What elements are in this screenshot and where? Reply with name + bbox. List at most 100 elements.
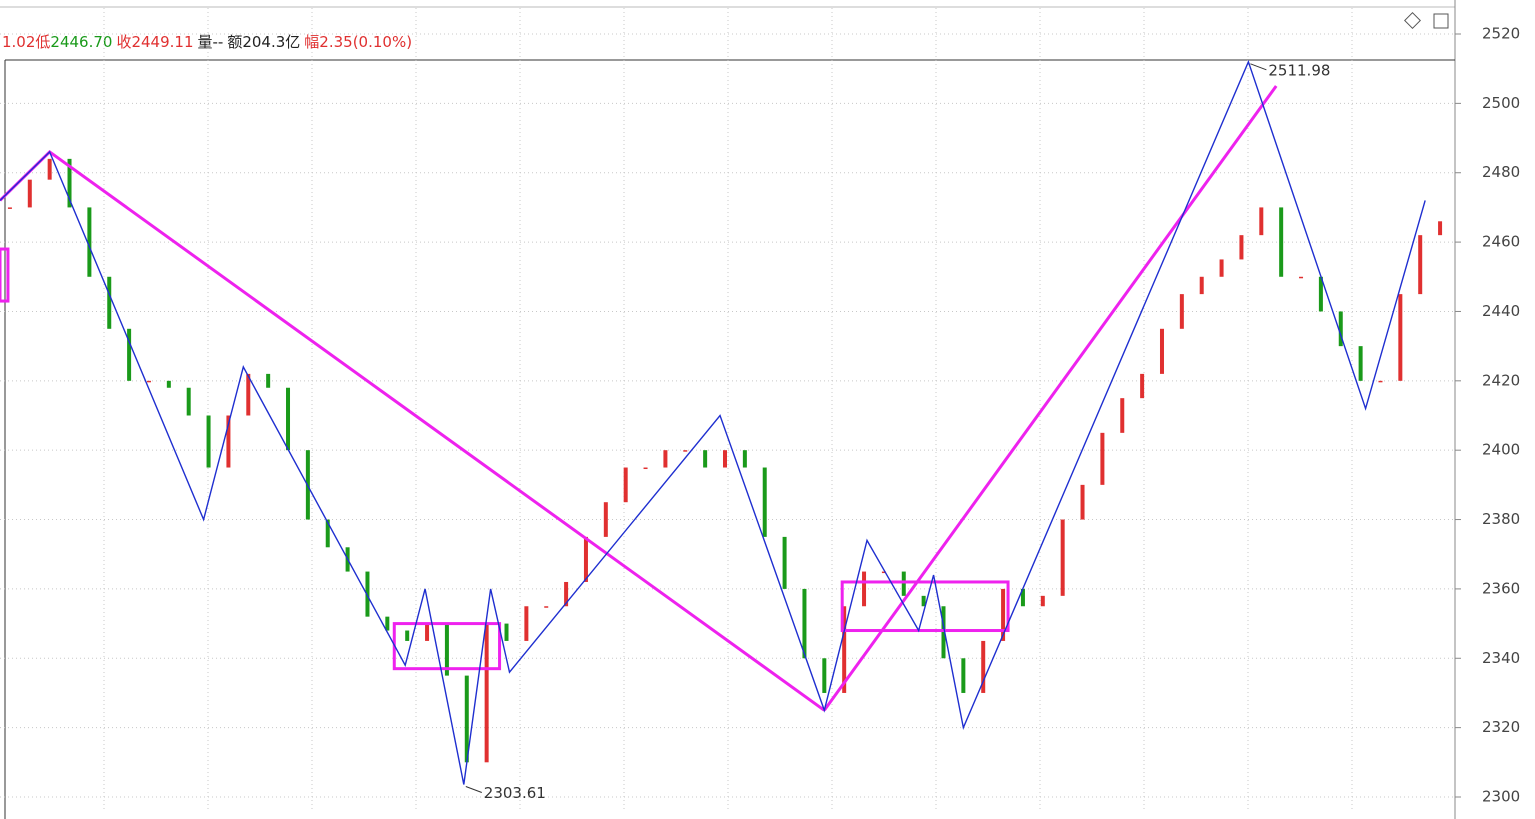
candle — [484, 623, 489, 763]
candle — [723, 450, 727, 468]
candle — [47, 158, 52, 180]
candle — [742, 450, 747, 468]
candle — [1398, 294, 1403, 381]
candle — [146, 380, 151, 383]
trend-line — [823, 85, 1278, 712]
candle — [782, 536, 787, 589]
candle — [206, 415, 211, 468]
candle — [1120, 398, 1125, 433]
candle — [186, 387, 191, 416]
header-part: 量-- — [198, 33, 224, 51]
y-tick-label: 2380 — [1482, 510, 1520, 528]
candle — [822, 658, 827, 693]
candle — [7, 207, 12, 209]
candle — [1001, 588, 1006, 641]
candle — [862, 571, 867, 607]
y-tick-label: 2320 — [1482, 718, 1520, 736]
candle — [266, 373, 271, 388]
header-part: 2446.70 — [50, 33, 112, 51]
header-part: 2449.11 — [131, 33, 193, 51]
header-part: 幅 — [304, 33, 319, 51]
candle — [921, 595, 926, 607]
quote-header: 1.02低2446.70 收2449.11 量-- 额204.3亿 幅2.35(0.10… — [2, 33, 412, 51]
candle — [544, 606, 549, 608]
zigzag-line — [0, 59, 1426, 785]
candle — [802, 588, 807, 659]
y-tick-label: 2300 — [1482, 787, 1520, 805]
candle — [1219, 259, 1224, 277]
candle — [1358, 346, 1363, 381]
candle — [683, 450, 688, 452]
candle — [405, 630, 410, 641]
candle — [961, 658, 966, 693]
candle — [107, 276, 112, 329]
draw-tool-icon[interactable] — [1404, 12, 1421, 29]
candle — [1418, 235, 1423, 295]
candle — [703, 450, 708, 468]
candle — [385, 616, 390, 631]
y-tick-label: 2400 — [1482, 441, 1520, 459]
annotation-arrow — [465, 786, 482, 793]
candle — [1140, 373, 1145, 399]
annotation-arrow — [1250, 63, 1267, 71]
candle — [166, 380, 171, 388]
candle — [1318, 276, 1323, 312]
candle — [425, 623, 430, 641]
y-tick-label: 2480 — [1482, 163, 1520, 181]
y-tick-label: 2340 — [1482, 649, 1520, 667]
candle — [365, 571, 370, 617]
candle — [603, 502, 608, 537]
candle — [246, 373, 251, 416]
candle — [1239, 235, 1244, 260]
candle — [881, 571, 886, 574]
candle — [1040, 595, 1045, 607]
candle — [1199, 276, 1204, 295]
candle — [842, 606, 847, 693]
candle — [524, 606, 529, 641]
y-tick-label: 2500 — [1482, 94, 1520, 112]
header-part: 1.02 — [2, 33, 35, 51]
candle — [325, 519, 330, 548]
candle — [504, 623, 509, 641]
candle — [286, 387, 291, 451]
candle — [1259, 207, 1264, 236]
y-tick-label: 2360 — [1482, 579, 1520, 597]
candle — [663, 450, 668, 468]
y-tick-label: 2460 — [1482, 233, 1520, 251]
candle — [1438, 221, 1443, 236]
candle — [1159, 328, 1164, 374]
candle — [87, 207, 92, 277]
candle — [127, 328, 132, 381]
candle — [1279, 207, 1284, 277]
range-box — [840, 580, 1010, 633]
header-part: 低 — [35, 33, 50, 51]
candle — [1179, 294, 1184, 329]
candle — [643, 467, 648, 470]
range-box — [0, 247, 10, 303]
header-part: 收 — [116, 33, 131, 51]
candle — [981, 640, 986, 693]
candle — [444, 623, 449, 676]
y-tick-label: 2440 — [1482, 302, 1520, 320]
candle — [1080, 484, 1085, 520]
header-part: 2.35(0.10%) — [319, 33, 412, 51]
candle — [1020, 588, 1025, 607]
header-part: 额204.3亿 — [227, 33, 300, 51]
candle — [623, 467, 628, 503]
candle — [226, 415, 231, 468]
candle — [762, 467, 767, 537]
candle — [464, 675, 469, 763]
panel-icon[interactable] — [1433, 13, 1449, 29]
candle — [1378, 380, 1383, 383]
annotation: 2511.98 — [1268, 61, 1330, 79]
candle — [1060, 519, 1065, 596]
candle — [564, 581, 569, 607]
candle — [583, 536, 588, 582]
candle — [1338, 311, 1343, 347]
candle — [27, 179, 32, 208]
y-tick-label: 2520 — [1482, 25, 1520, 43]
candle — [901, 571, 906, 596]
